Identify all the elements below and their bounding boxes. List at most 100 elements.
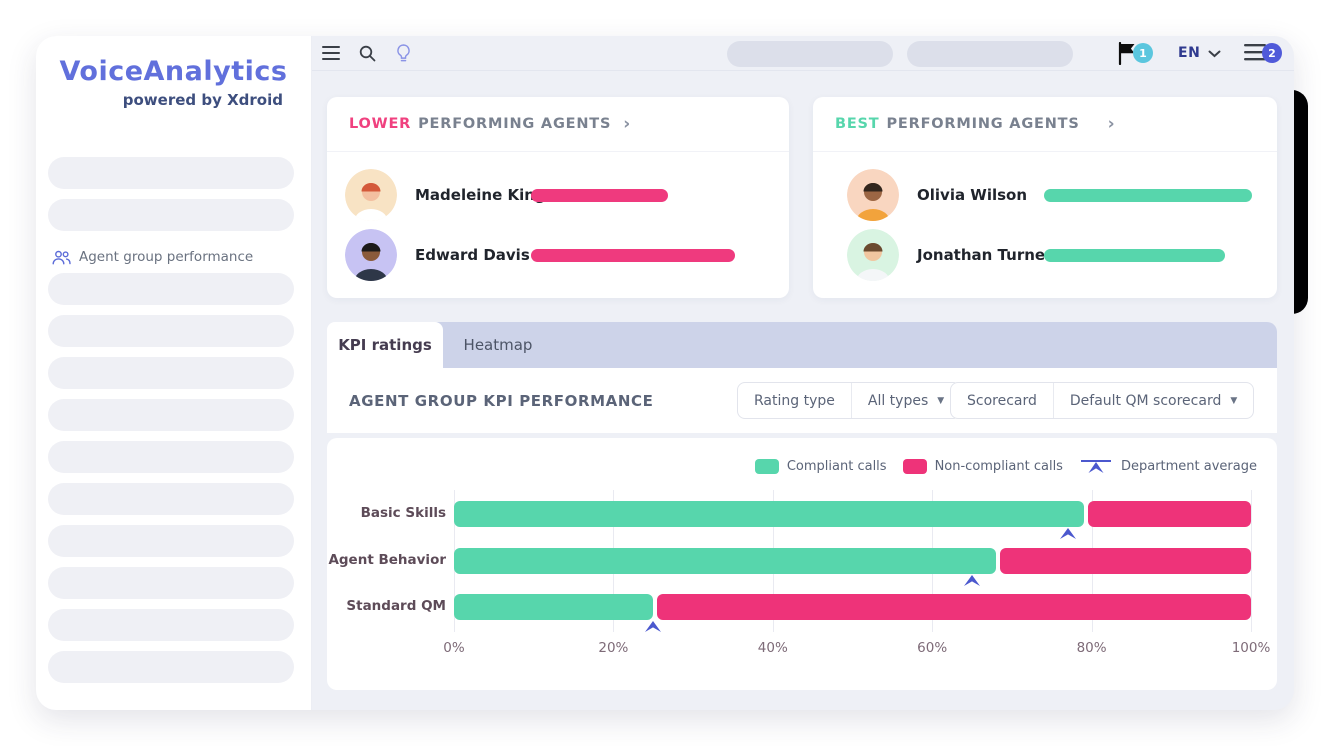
compliant-bar-segment [454, 501, 1084, 527]
app-tagline: powered by Xdroid [122, 91, 283, 109]
lower-performing-agents-card: LOWER PERFORMING AGENTS › Madeleine King… [327, 97, 789, 298]
skeleton-item [48, 609, 294, 641]
skeleton-item [48, 441, 294, 473]
x-axis-tick-label: 40% [757, 640, 788, 656]
sidebar-item-agent-group-performance[interactable]: Agent group performance [36, 241, 312, 273]
agent-name: Jonathan Turner [917, 246, 1053, 264]
legend-item-compliant: Compliant calls [754, 458, 887, 474]
x-axis-tick-label: 20% [598, 640, 629, 656]
search-icon[interactable] [359, 45, 376, 62]
agent-score-bar [1044, 249, 1225, 262]
app-window: VoiceAnalytics powered by Xdroid Agent g… [36, 36, 1294, 710]
avatar [847, 229, 899, 281]
card-title-highlight: BEST [835, 116, 880, 132]
scorecard-filter[interactable]: Scorecard Default QM scorecard ▼ [950, 382, 1255, 419]
x-axis-tick-label: 0% [443, 640, 465, 656]
rating-type-filter[interactable]: Rating type All types ▼ [737, 382, 962, 419]
card-title: PERFORMING AGENTS [886, 116, 1080, 132]
skeleton-item [48, 357, 294, 389]
skeleton-item [48, 525, 294, 557]
noncompliant-bar-segment [657, 594, 1251, 620]
avatar [847, 169, 899, 221]
compliant-bar-segment [454, 548, 996, 574]
rating-type-select[interactable]: All types ▼ [850, 383, 960, 418]
noncompliant-bar-segment [999, 548, 1251, 574]
best-performing-agents-header[interactable]: BEST PERFORMING AGENTS › [813, 97, 1277, 152]
chevron-down-icon[interactable] [1208, 50, 1221, 58]
card-title-highlight: LOWER [349, 116, 412, 132]
flag-icon[interactable] [1117, 42, 1137, 65]
chart-category-label: Agent Behavior [328, 552, 446, 568]
people-icon [52, 250, 71, 264]
agent-name: Olivia Wilson [917, 186, 1028, 204]
caret-down-icon: ▼ [937, 395, 945, 406]
agent-score-bar [531, 189, 668, 202]
skeleton-item [48, 567, 294, 599]
chevron-right-icon[interactable]: › [1107, 114, 1116, 134]
menu-badge: 2 [1262, 43, 1282, 63]
filter-label: Scorecard [967, 392, 1037, 409]
main-content: LOWER PERFORMING AGENTS › Madeleine King… [312, 71, 1294, 710]
card-title: PERFORMING AGENTS [418, 116, 612, 132]
best-performing-agents-card: BEST PERFORMING AGENTS › Olivia Wilson J… [813, 97, 1277, 298]
department-average-marker [645, 621, 662, 632]
avatar [345, 229, 397, 281]
agent-name: Edward Davis [415, 246, 530, 264]
skeleton-item [48, 315, 294, 347]
legend-item-noncompliant: Non-compliant calls [902, 458, 1063, 474]
x-axis-tick-label: 80% [1076, 640, 1107, 656]
agent-score-bar [1044, 189, 1252, 202]
filter-label: Rating type [754, 392, 835, 409]
noncompliant-bar-segment [1087, 501, 1251, 527]
tab-bar: KPI ratings Heatmap [327, 322, 1277, 368]
sidebar-item-label: Agent group performance [79, 249, 254, 265]
notifications-menu-icon[interactable] [1244, 44, 1266, 61]
skeleton-item [48, 483, 294, 515]
chevron-right-icon[interactable]: › [623, 114, 632, 134]
agent-row[interactable]: Madeleine King [327, 169, 789, 221]
chart-legend: Compliant calls Non-compliant calls Depa… [739, 458, 1257, 474]
agent-row[interactable]: Olivia Wilson [813, 169, 1277, 221]
chart-plot: 0% 20% 40% 60% 80% 100% [443, 490, 1270, 656]
lightbulb-icon[interactable] [396, 44, 411, 63]
skeleton-item [48, 651, 294, 683]
tab-heatmap[interactable]: Heatmap [463, 336, 533, 354]
agent-row[interactable]: Jonathan Turner [813, 229, 1277, 281]
chart-category-label: Basic Skills [360, 505, 446, 521]
sidebar: VoiceAnalytics powered by Xdroid Agent g… [36, 36, 312, 710]
tab-kpi-ratings[interactable]: KPI ratings [327, 322, 443, 368]
caret-down-icon: ▼ [1230, 395, 1238, 406]
noncompliant-swatch [902, 458, 927, 474]
skeleton-item [48, 399, 294, 431]
topbar: 1 EN 2 [312, 36, 1294, 71]
scorecard-select[interactable]: Default QM scorecard ▼ [1052, 383, 1253, 418]
avatar [345, 169, 397, 221]
tab-strip [327, 322, 1277, 368]
compliant-swatch [754, 458, 779, 474]
skeleton-item [48, 199, 294, 231]
skeleton-item [48, 273, 294, 305]
sidebar-skeleton-top [48, 157, 294, 241]
skeleton-item [48, 157, 294, 189]
kpi-chart-card: Compliant calls Non-compliant calls Depa… [327, 438, 1277, 690]
skeleton-pill [907, 41, 1073, 67]
gridline [1251, 490, 1252, 632]
app-logo: VoiceAnalytics [59, 56, 288, 87]
menu-icon[interactable] [322, 46, 340, 60]
department-average-marker [1059, 528, 1076, 539]
x-axis-tick-label: 100% [1231, 640, 1271, 656]
x-axis-tick-label: 60% [917, 640, 948, 656]
compliant-bar-segment [454, 594, 654, 620]
chart-category-labels: Basic Skills Agent Behavior Standard QM [327, 490, 446, 632]
department-average-marker [964, 575, 981, 586]
lower-performing-agents-header[interactable]: LOWER PERFORMING AGENTS › [327, 97, 789, 152]
skeleton-pill [727, 41, 893, 67]
agent-score-bar [531, 249, 735, 262]
department-average-marker-icon [1080, 460, 1111, 473]
agent-name: Madeleine King [415, 186, 546, 204]
kpi-filter-panel: AGENT GROUP KPI PERFORMANCE Rating type … [327, 368, 1277, 433]
chart-category-label: Standard QM [346, 598, 446, 614]
agent-row[interactable]: Edward Davis [327, 229, 789, 281]
language-selector[interactable]: EN [1178, 45, 1201, 61]
